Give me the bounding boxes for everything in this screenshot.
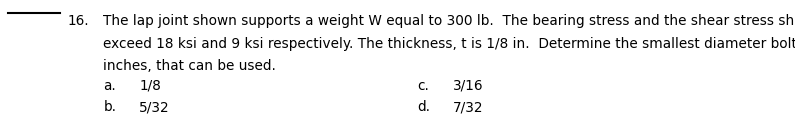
Text: a.: a. bbox=[103, 78, 116, 92]
Text: exceed 18 ksi and 9 ksi respectively. The thickness, t is 1/8 in.  Determine the: exceed 18 ksi and 9 ksi respectively. Th… bbox=[103, 37, 795, 51]
Text: 1/8: 1/8 bbox=[139, 78, 161, 92]
Text: inches, that can be used.: inches, that can be used. bbox=[103, 59, 276, 73]
Text: The lap joint shown supports a weight W equal to 300 lb.  The bearing stress and: The lap joint shown supports a weight W … bbox=[103, 14, 795, 28]
Text: 16.: 16. bbox=[68, 14, 89, 28]
Text: 3/16: 3/16 bbox=[453, 78, 483, 92]
Text: c.: c. bbox=[417, 78, 429, 92]
Text: 5/32: 5/32 bbox=[139, 99, 170, 113]
Text: d.: d. bbox=[417, 99, 430, 113]
Text: b.: b. bbox=[103, 99, 116, 113]
Text: 7/32: 7/32 bbox=[453, 99, 483, 113]
